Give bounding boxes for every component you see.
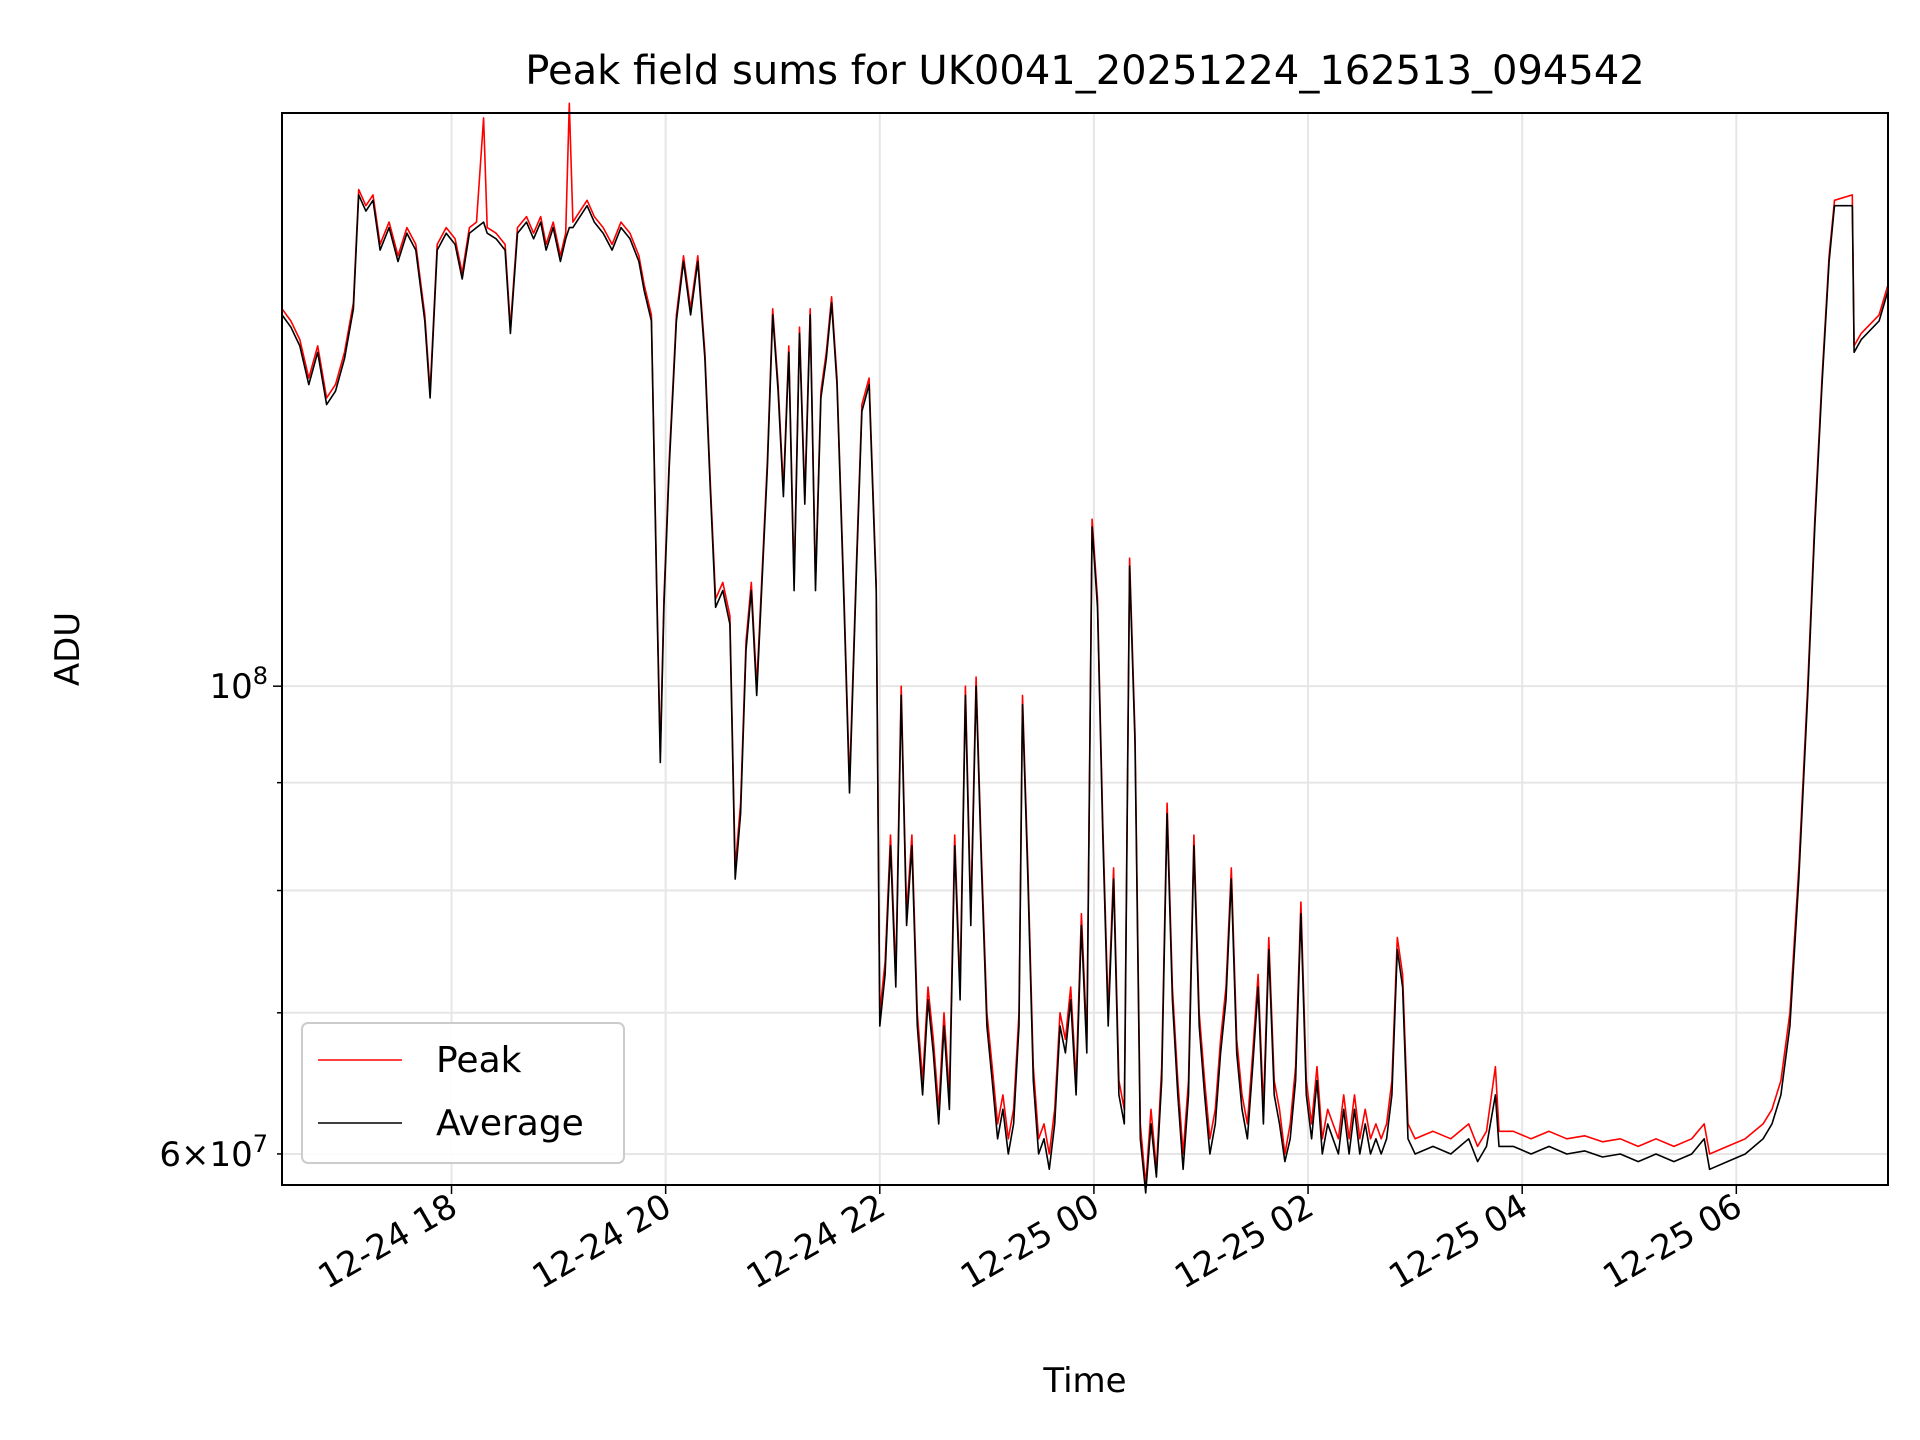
legend-box (301, 1022, 625, 1164)
x-tick-label: 12-25 06 (1596, 1186, 1748, 1297)
y-tick-label: 6×107 (159, 1130, 268, 1175)
y-axis-label: ADU (48, 612, 88, 686)
chart-title: Peak field sums for UK0041_20251224_1625… (525, 48, 1644, 94)
x-tick-label: 12-24 18 (312, 1186, 464, 1297)
x-tick-label: 12-24 22 (740, 1186, 892, 1297)
x-axis: 12-24 18 12-24 20 12-24 22 12-25 00 12-25 02… (312, 1185, 1749, 1297)
series-line-peak (281, 102, 1889, 1186)
legend-label-peak: Peak (436, 1040, 522, 1081)
x-tick-label: 12-24 20 (526, 1186, 678, 1297)
legend: Peak Average (301, 1022, 625, 1164)
legend-label-average: Average (436, 1103, 584, 1144)
series-layer (281, 102, 1889, 1194)
series-line-average (281, 194, 1889, 1194)
y-axis: 108 6×107 (159, 662, 282, 1175)
x-tick-label: 12-25 04 (1382, 1186, 1534, 1297)
x-axis-label: Time (1042, 1361, 1126, 1401)
y-tick-label: 108 (209, 662, 268, 707)
plot-frame (281, 112, 1889, 1186)
x-tick-label: 12-25 02 (1168, 1186, 1320, 1297)
x-tick-label: 12-25 00 (954, 1186, 1106, 1297)
